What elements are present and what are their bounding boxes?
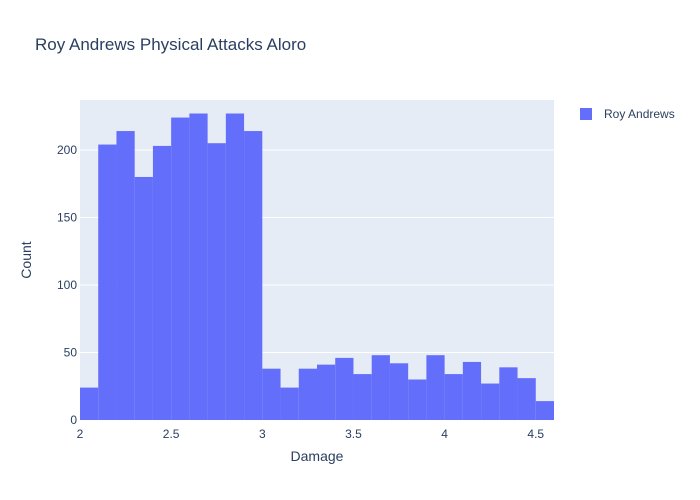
x-axis-title: Damage — [291, 448, 344, 464]
histogram-bar[interactable] — [207, 143, 226, 420]
y-tick-label: 0 — [70, 413, 77, 427]
histogram-bar[interactable] — [408, 379, 427, 420]
histogram-bar[interactable] — [152, 145, 172, 420]
y-tick-label: 150 — [57, 210, 77, 224]
x-tick-label: 3.5 — [345, 427, 362, 441]
x-tick-label: 4.5 — [527, 427, 544, 441]
histogram-bar[interactable] — [244, 131, 263, 420]
histogram-bar[interactable] — [262, 368, 281, 420]
histogram-bar[interactable] — [535, 401, 554, 420]
legend-swatch — [580, 108, 592, 120]
histogram-bar[interactable] — [389, 363, 409, 420]
histogram-bar[interactable] — [98, 144, 117, 421]
histogram-bar[interactable] — [353, 374, 372, 420]
y-tick-label: 50 — [64, 345, 78, 359]
histogram-bars — [80, 113, 554, 421]
histogram-bar[interactable] — [171, 117, 190, 421]
histogram-bar[interactable] — [444, 374, 463, 420]
legend[interactable]: Roy Andrews — [580, 107, 675, 121]
histogram-bar[interactable] — [116, 131, 135, 420]
histogram-bar[interactable] — [517, 378, 536, 420]
histogram-bar[interactable] — [134, 176, 153, 420]
chart-title: Roy Andrews Physical Attacks Aloro — [35, 35, 306, 54]
histogram-bar[interactable] — [499, 367, 518, 420]
histogram-bar[interactable] — [189, 113, 208, 421]
histogram-bar[interactable] — [462, 361, 482, 420]
histogram-bar[interactable] — [371, 355, 390, 420]
histogram-bar[interactable] — [481, 383, 500, 420]
histogram-bar[interactable] — [317, 364, 336, 420]
histogram-bar[interactable] — [225, 113, 245, 421]
histogram-bar[interactable] — [80, 387, 99, 420]
histogram-bar[interactable] — [426, 355, 445, 420]
legend-label: Roy Andrews — [604, 107, 675, 121]
histogram-bar[interactable] — [298, 368, 317, 420]
x-tick-label: 4 — [441, 427, 448, 441]
x-axis-ticks: 2 2.5 3 3.5 4 4.5 — [77, 427, 545, 441]
histogram-bar[interactable] — [280, 387, 299, 420]
y-axis-title: Count — [18, 241, 34, 278]
x-tick-label: 3 — [259, 427, 266, 441]
y-tick-label: 100 — [57, 278, 77, 292]
histogram-bar[interactable] — [335, 357, 354, 420]
x-tick-label: 2.5 — [163, 427, 180, 441]
x-tick-label: 2 — [77, 427, 84, 441]
y-tick-label: 200 — [57, 143, 77, 157]
y-axis-ticks: 0 50 100 150 200 — [57, 143, 77, 427]
